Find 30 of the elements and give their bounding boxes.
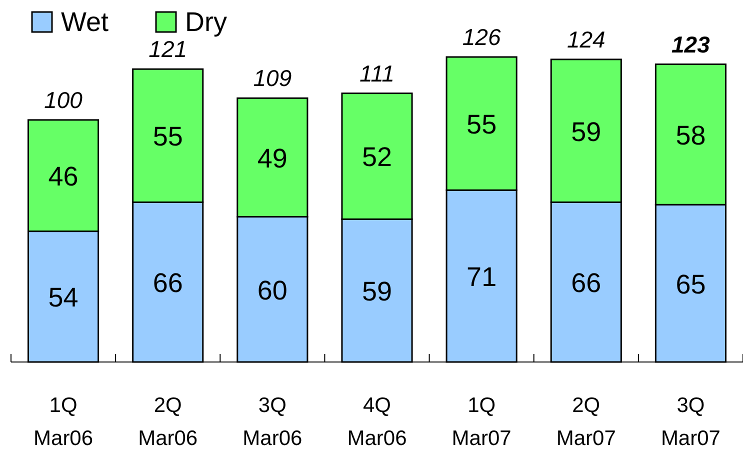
- total-label: 124: [566, 26, 606, 52]
- data-label: 49: [257, 143, 288, 174]
- legend-label: Dry: [185, 7, 228, 37]
- data-label: 59: [571, 116, 602, 147]
- total-label: 109: [253, 65, 292, 92]
- x-tick-label: 2Q Mar06: [138, 394, 198, 450]
- data-label: 66: [152, 268, 183, 298]
- data-label: 59: [362, 276, 392, 307]
- legend-label: Wet: [61, 7, 110, 37]
- data-label: 55: [152, 122, 183, 152]
- data-label: 55: [466, 110, 497, 140]
- total-label: 111: [360, 60, 394, 86]
- total-label: 126: [462, 24, 501, 50]
- total-label: 100: [44, 86, 83, 113]
- data-label: 60: [257, 275, 288, 306]
- data-label: 52: [362, 142, 392, 172]
- x-tick-label: 1Q Mar07: [452, 394, 512, 450]
- data-label: 46: [48, 162, 78, 192]
- data-label: 54: [48, 282, 78, 313]
- x-tick-label: 3Q Mar07: [660, 394, 720, 450]
- x-tick-label: 3Q Mar06: [242, 394, 302, 450]
- total-label: 121: [148, 36, 188, 62]
- x-tick-label: 4Q Mar06: [347, 394, 407, 450]
- data-label: 58: [676, 120, 706, 150]
- total-label: 123: [672, 31, 710, 58]
- x-tick-label: 2Q Mar07: [556, 394, 616, 450]
- x-tick-label: 1Q Mar06: [34, 394, 94, 450]
- data-label: 65: [676, 269, 706, 300]
- data-label: 66: [571, 268, 602, 298]
- data-label: 71: [466, 262, 497, 292]
